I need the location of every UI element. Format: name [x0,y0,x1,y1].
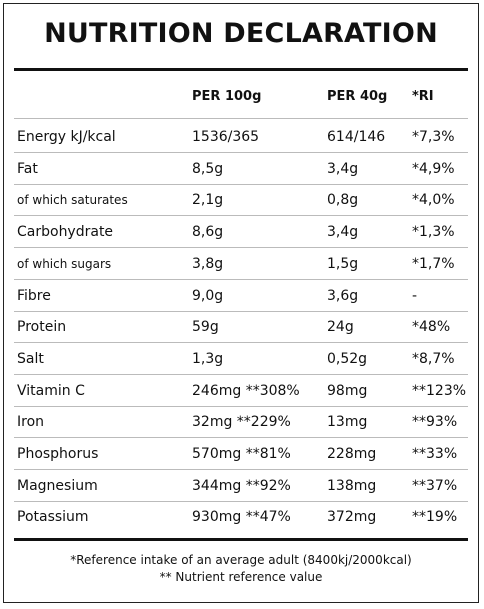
row-divider [14,247,468,249]
row-divider [14,118,468,119]
cell-value: *8,7% [412,350,455,367]
cell-value: **123% [412,382,467,399]
cell-value: *7,3% [412,129,455,145]
cell-value: **33% [412,446,458,462]
cell-value: 0,52g [327,350,368,367]
cell-value: 1,3g [192,350,224,367]
cell-value: 614/146 [327,129,386,145]
cell-value: 32mg **229% [192,414,291,431]
row-label: Iron [17,414,45,431]
cell-value: 228mg [327,446,377,462]
row-label: Fat [17,160,38,177]
cell-value: 1,5g [327,255,359,272]
cell-value: 138mg [327,477,377,494]
cell-value: 8,6g [192,224,224,241]
divider [14,538,468,541]
cell-value: *1,3% [412,224,455,241]
cell-value: 344mg **92% [192,477,291,494]
cell-value: 570mg **81% [192,446,291,462]
row-divider [14,342,468,344]
row-label: Phosphorus [17,446,99,462]
row-label: Magnesium [17,477,98,494]
cell-value: 3,4g [327,160,359,177]
row-label: Salt [17,350,44,367]
cell-value: **19% [412,509,458,526]
title: NUTRITION DECLARATION [44,18,438,49]
row-divider [14,405,468,407]
row-label: Carbohydrate [17,224,114,241]
row-divider [14,469,468,470]
row-label: Vitamin C [17,382,85,399]
column-header: *RI [412,89,434,104]
row-divider [14,500,468,502]
divider [14,68,468,71]
cell-value: *1,7% [412,255,455,272]
row-divider [14,373,468,375]
row-divider [14,152,468,153]
cell-value: 98mg [327,382,368,399]
row-divider [14,437,468,439]
cell-value: 9,0g [192,287,224,304]
cell-value: 59g [192,319,219,336]
cell-value: 3,6g [327,287,359,304]
cell-value: - [412,287,418,304]
column-header: PER 100g [192,89,262,104]
cell-value: 372mg [327,509,377,526]
cell-value: 246mg **308% [192,382,300,399]
row-label: Energy kJ/kcal [17,129,116,145]
footnote: ** Nutrient reference value [159,570,323,584]
cell-value: *48% [412,319,451,336]
cell-value: 2,1g [192,192,224,209]
footnote: *Reference intake of an average adult (8… [70,553,412,567]
row-label: of which sugars [17,256,112,271]
cell-value: 0,8g [327,192,359,209]
cell-value: 8,5g [192,160,224,177]
cell-value: **37% [412,477,458,494]
cell-value: 13mg [327,414,368,431]
cell-value: *4,0% [412,192,455,209]
row-divider [14,215,468,217]
cell-value: 24g [327,319,354,336]
row-divider [14,278,468,280]
row-label: of which saturates [17,193,128,208]
cell-value: 1536/365 [192,129,260,145]
nutrition-label: NUTRITION DECLARATION *Reference intake … [3,3,479,603]
row-divider [14,183,468,185]
cell-value: 3,4g [327,224,359,241]
cell-value: *4,9% [412,160,455,177]
row-label: Protein [17,319,67,336]
row-label: Potassium [17,509,89,526]
column-header: PER 40g [327,89,388,104]
row-divider [14,310,468,312]
cell-value: 930mg **47% [192,509,291,526]
cell-value: **93% [412,414,458,431]
cell-value: 3,8g [192,255,224,272]
row-label: Fibre [17,287,51,304]
